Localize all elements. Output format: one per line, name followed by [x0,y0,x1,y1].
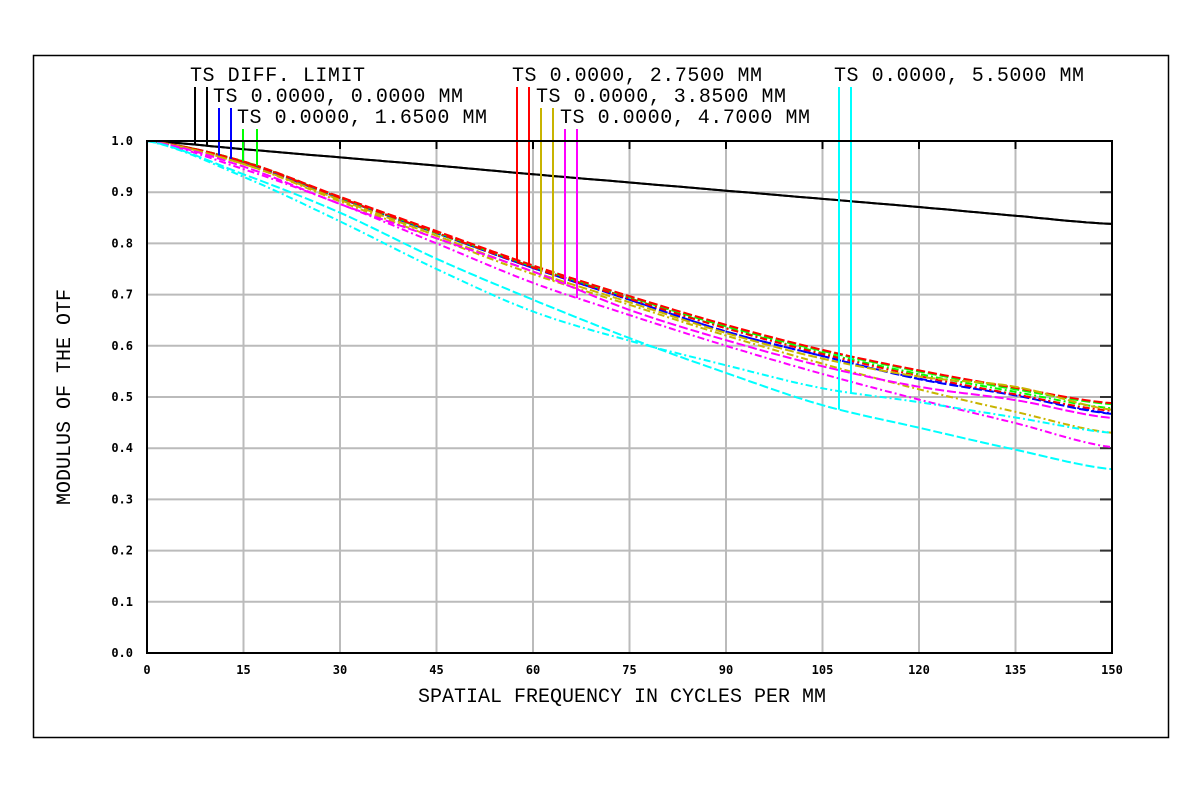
y-axis-label: MODULUS OF THE OTF [54,289,77,505]
legend-label: TS 0.0000, 0.0000 MM [213,86,463,109]
y-tick-label: 0.9 [111,185,133,199]
x-tick-label: 15 [236,663,250,677]
curves [146,140,1113,471]
legend-label: TS DIFF. LIMIT [190,65,365,88]
grid [146,140,1113,654]
x-axis-label: SPATIAL FREQUENCY IN CYCLES PER MM [418,686,826,709]
legend-label: TS 0.0000, 5.5000 MM [834,65,1084,88]
series-line-6 [146,140,1113,405]
x-tick-label: 135 [1005,663,1027,677]
legend-label: TS 0.0000, 1.6500 MM [237,107,487,130]
y-tick-label: 0.6 [111,339,133,353]
y-tick-label: 0.2 [111,544,133,558]
x-tick-label: 120 [908,663,930,677]
x-tick-label: 150 [1101,663,1123,677]
x-tick-label: 30 [333,663,347,677]
y-tick-label: 0.3 [111,492,133,506]
tick-labels: 0 15 30 45 60 75 90 105 120 135 150 0.0 0.1 0.2 0.3 0.4… [111,134,1123,677]
series-line-11 [146,140,1113,449]
plot-area-border [146,140,1113,654]
x-tick-label: 75 [622,663,636,677]
y-tick-label: 0.7 [111,288,133,302]
y-tick-label: 0.8 [111,236,133,250]
series-line-1 [146,140,1113,225]
y-tick-label: 0.5 [111,390,133,404]
legend-label: TS 0.0000, 4.7000 MM [560,107,810,130]
x-tick-label: 90 [719,663,733,677]
x-tick-label: 45 [429,663,443,677]
legend-label: TS 0.0000, 3.8500 MM [536,86,786,109]
series-line-7 [146,140,1113,412]
chart-frame [32,54,1170,739]
series-line-4 [146,140,1113,406]
y-tick-label: 0.1 [111,595,133,609]
x-tick-label: 105 [812,663,834,677]
y-tick-label: 0.0 [111,646,133,660]
series-line-8 [146,140,1113,411]
y-tick-label: 1.0 [111,134,133,148]
y-tick-label: 0.4 [111,441,133,455]
x-tick-label: 0 [143,663,150,677]
series-line-9 [146,140,1113,434]
series-line-12 [146,140,1113,471]
legend-label: TS 0.0000, 2.7500 MM [512,65,762,88]
x-tick-label: 60 [526,663,540,677]
